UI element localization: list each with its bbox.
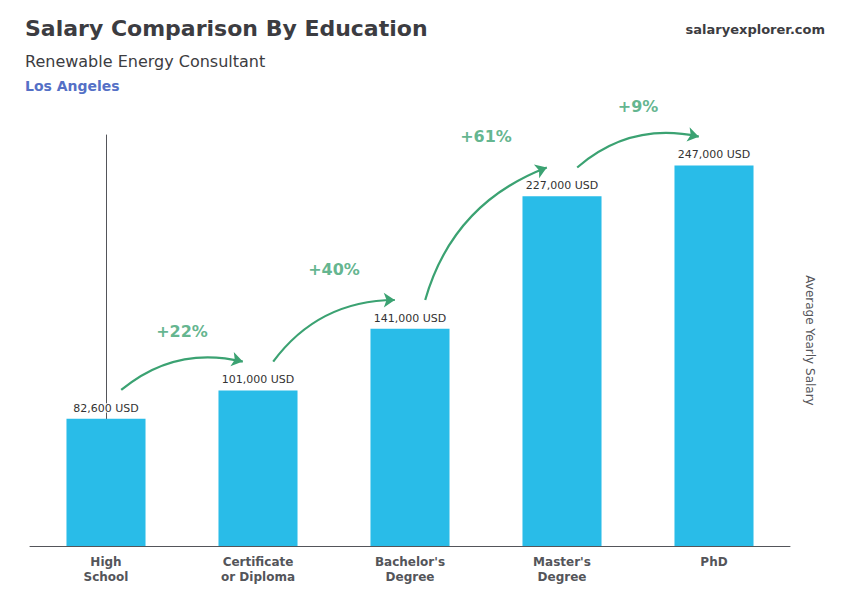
svg-text:227,000 USD: 227,000 USD <box>526 179 599 192</box>
svg-text:+9%: +9% <box>618 97 659 116</box>
svg-text:PhD: PhD <box>700 555 727 569</box>
svg-text:Certificate: Certificate <box>223 555 294 569</box>
svg-text:101,000 USD: 101,000 USD <box>222 373 295 386</box>
svg-text:141,000 USD: 141,000 USD <box>374 312 447 325</box>
svg-text:High: High <box>90 555 121 569</box>
svg-text:+40%: +40% <box>308 260 360 279</box>
svg-text:Degree: Degree <box>538 570 587 584</box>
svg-text:School: School <box>84 570 129 584</box>
svg-text:247,000 USD: 247,000 USD <box>678 148 751 161</box>
svg-text:Bachelor's: Bachelor's <box>375 555 445 569</box>
svg-text:Salary Comparison By Education: Salary Comparison By Education <box>25 16 428 41</box>
svg-text:Average Yearly Salary: Average Yearly Salary <box>803 275 817 405</box>
svg-text:+22%: +22% <box>156 322 208 341</box>
svg-text:salaryexplorer.com: salaryexplorer.com <box>686 22 825 37</box>
svg-text:+61%: +61% <box>460 127 512 146</box>
svg-text:Los Angeles: Los Angeles <box>25 78 120 94</box>
svg-text:Master's: Master's <box>533 555 591 569</box>
svg-text:Renewable Energy Consultant: Renewable Energy Consultant <box>25 52 265 71</box>
svg-text:82,600 USD: 82,600 USD <box>73 402 139 415</box>
svg-text:or Diploma: or Diploma <box>221 570 295 584</box>
svg-text:Degree: Degree <box>386 570 435 584</box>
